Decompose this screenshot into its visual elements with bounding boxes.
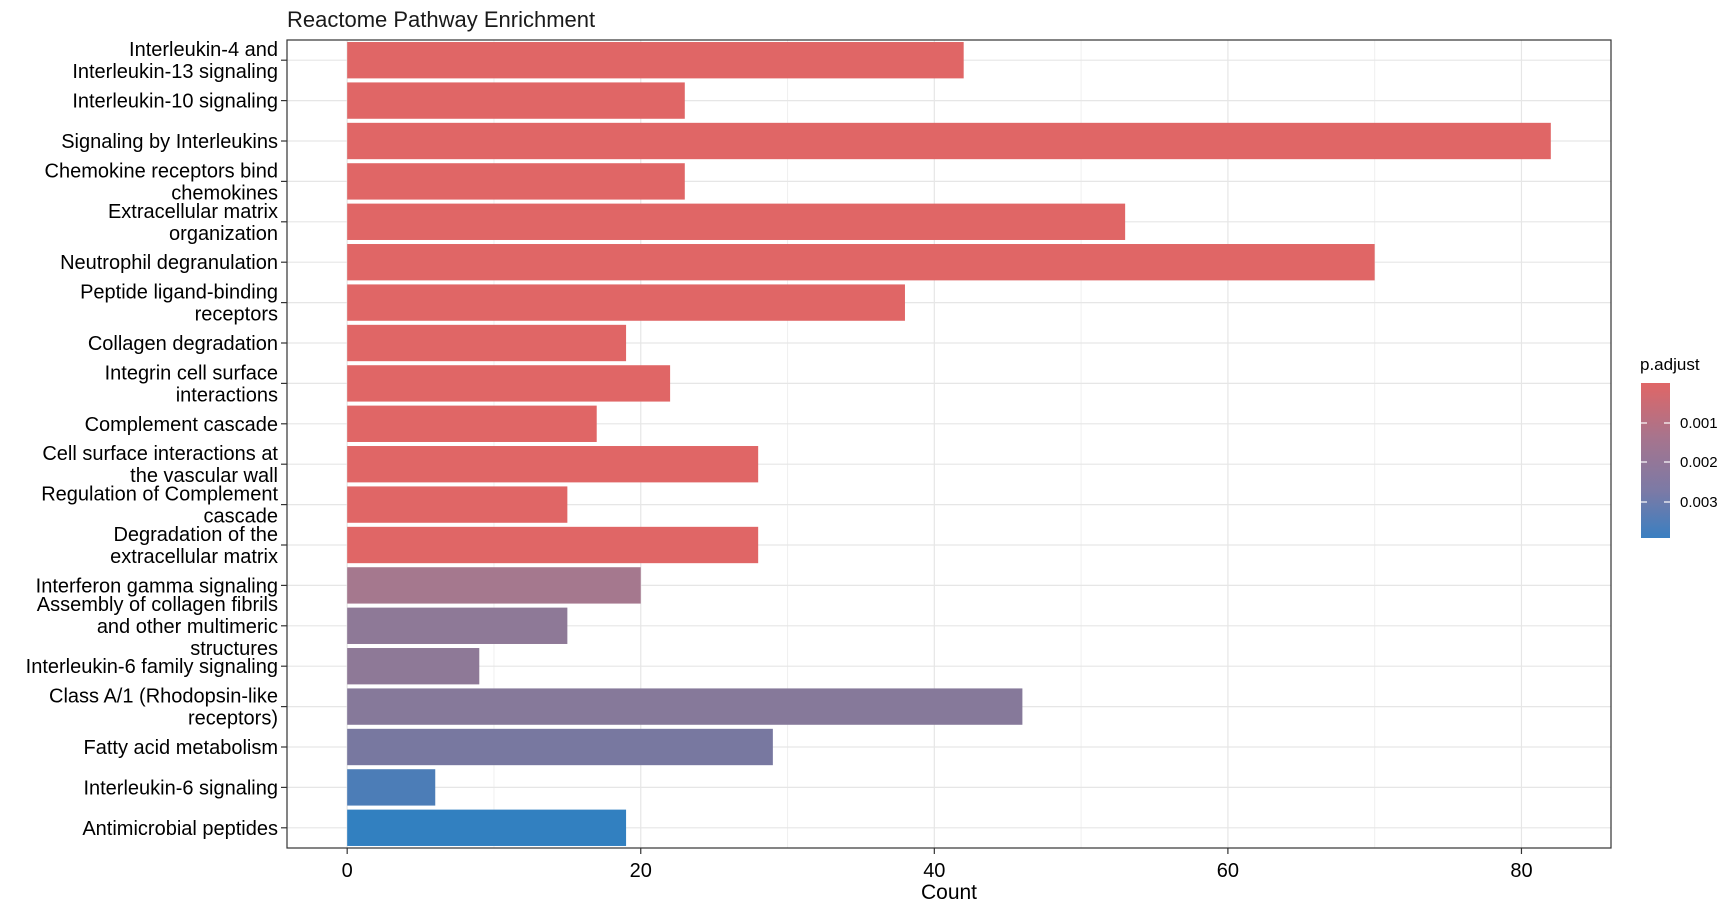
y-axis-label-10: Cell surface interactions at the vascular…: [42, 443, 278, 487]
bar-8: [347, 365, 671, 402]
y-axis-label-16: Class A/1 (Rhodopsin-like receptors): [49, 686, 278, 730]
bar-19: [347, 809, 627, 846]
y-axis-label-11: Regulation of Complement cascade: [41, 484, 278, 528]
y-axis-label-13: Interferon gamma signaling: [36, 575, 278, 597]
legend-label-1: 0.002: [1680, 454, 1718, 471]
y-axis-label-6: Peptide ligand-binding receptors: [80, 282, 278, 326]
x-axis-ticks: 0 20 40 60 80: [342, 848, 1533, 882]
legend-label-0: 0.001: [1680, 415, 1718, 432]
y-axis-labels: Interleukin-4 and Interleukin-13 signalin…: [26, 39, 287, 840]
legend-colorbar: [1641, 383, 1670, 538]
bar-14: [347, 607, 568, 644]
bar-6: [347, 284, 905, 321]
bars: [347, 42, 1551, 846]
bar-9: [347, 405, 597, 442]
bar-0: [347, 42, 964, 79]
y-axis-label-3: Chemokine receptors bind chemokines: [45, 160, 278, 204]
bar-5: [347, 244, 1375, 281]
bar-10: [347, 446, 759, 483]
grid-lines: [287, 40, 1611, 848]
legend-label-2: 0.003: [1680, 494, 1718, 511]
bar-12: [347, 526, 759, 564]
y-axis-label-7: Collagen degradation: [88, 333, 278, 355]
y-axis-label-18: Interleukin-6 signaling: [83, 777, 278, 799]
x-tick-label-2: 40: [923, 860, 945, 882]
legend-labels: 0.001 0.002 0.003: [1641, 415, 1718, 511]
plot-panel-border: [286, 39, 1612, 849]
x-tick-label-0: 0: [342, 860, 353, 882]
x-tick-label-3: 60: [1217, 860, 1239, 882]
legend: p.adjust 0.001 0.002 0.003: [1640, 355, 1718, 538]
y-axis-label-9: Complement cascade: [85, 414, 278, 436]
y-axis-label-1: Interleukin-10 signaling: [72, 91, 278, 113]
y-axis-label-0: Interleukin-4 and Interleukin-13 signalin…: [72, 39, 278, 83]
legend-title: p.adjust: [1640, 355, 1700, 374]
y-axis-label-12: Degradation of the extracellular matrix: [110, 524, 278, 568]
y-axis-label-5: Neutrophil degranulation: [60, 252, 278, 274]
y-axis-label-19: Antimicrobial peptides: [82, 818, 278, 840]
bar-15: [347, 648, 480, 685]
y-axis-label-17: Fatty acid metabolism: [83, 737, 278, 759]
bar-4: [347, 203, 1126, 240]
bar-16: [347, 688, 1023, 725]
y-axis-label-4: Extracellular matrix organization: [108, 201, 278, 245]
chart-title: Reactome Pathway Enrichment: [287, 7, 595, 32]
bar-18: [347, 769, 436, 806]
y-axis-label-15: Interleukin-6 family signaling: [26, 656, 278, 678]
bar-7: [347, 324, 627, 362]
bar-2: [347, 122, 1551, 160]
bar-13: [347, 567, 641, 604]
bar-11: [347, 486, 568, 523]
bar-1: [347, 82, 685, 119]
bar-3: [347, 163, 685, 200]
y-axis-label-2: Signaling by Interleukins: [61, 131, 278, 153]
y-axis-label-8: Integrin cell surface interactions: [105, 362, 278, 406]
x-tick-label-4: 80: [1510, 860, 1532, 882]
y-axis-label-14: Assembly of collagen fibrils and other mu…: [37, 594, 278, 660]
x-axis-title: Count: [921, 881, 977, 904]
bar-17: [347, 728, 773, 766]
x-tick-label-1: 20: [630, 860, 652, 882]
